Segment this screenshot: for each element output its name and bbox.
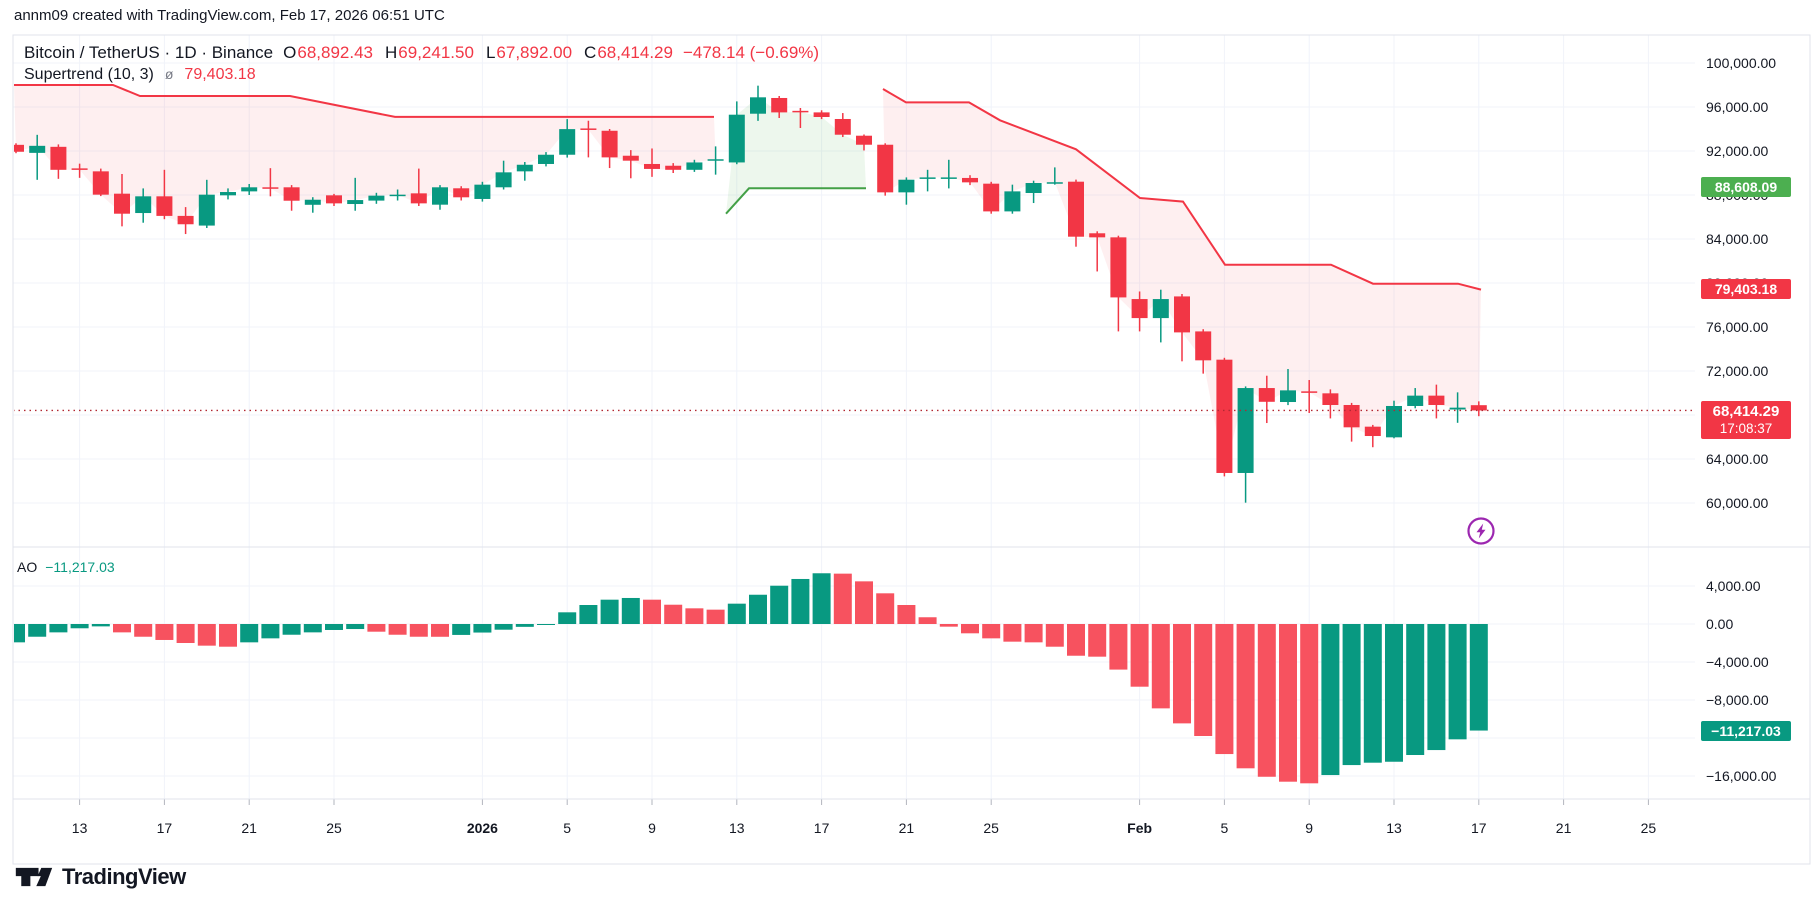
supertrend-price-badge: 79,403.18 — [1701, 278, 1791, 299]
time-axis-label: 5 — [563, 820, 572, 836]
price-axis-label: 72,000.00 — [1706, 363, 1769, 379]
ao-axis-label: 4,000.00 — [1706, 578, 1761, 594]
ao-axis-label: 0.00 — [1706, 616, 1734, 632]
time-axis-label: Feb — [1127, 820, 1153, 836]
price-axis-label: 92,000.00 — [1706, 143, 1769, 159]
price-axis-label: 100,000.00 — [1706, 55, 1777, 71]
ao-value: −11,217.03 — [45, 559, 115, 575]
tradingview-logo[interactable]: TradingView — [14, 862, 186, 892]
ohlc-pair: C 68,414.29 — [584, 43, 673, 62]
symbol-legend-row[interactable]: Bitcoin / TetherUS · 1D · Binance O 68,89… — [24, 43, 819, 63]
change-value: −478.14 (−0.69%) — [682, 43, 820, 62]
supertrend-label: Supertrend (10, 3) — [24, 66, 154, 83]
time-axis-label: 5 — [1220, 820, 1229, 836]
time-axis-label: 2026 — [466, 820, 498, 836]
supertrend-price-badge: 88,608.09 — [1701, 177, 1791, 198]
price-axis-label: 84,000.00 — [1706, 231, 1769, 247]
time-axis-label: 25 — [326, 820, 342, 836]
supertrend-value: 79,403.18 — [184, 66, 256, 83]
ohlc-pair: O 68,892.43 — [283, 43, 374, 62]
tradingview-logo-icon — [15, 867, 53, 887]
time-axis-label: 9 — [648, 820, 656, 836]
ao-axis-label: −4,000.00 — [1706, 654, 1769, 670]
time-axis-label: 17 — [156, 820, 173, 836]
ao-axis-label: −16,000.00 — [1706, 768, 1777, 784]
ohlc-pair: H 69,241.50 — [385, 43, 474, 62]
time-axis-label: 21 — [898, 820, 915, 836]
price-axis-label: 64,000.00 — [1706, 451, 1769, 467]
lightning-icon[interactable] — [1465, 515, 1497, 547]
last-price-badge: 68,414.29 17:08:37 — [1701, 401, 1791, 440]
ao-value-badge: −11,217.03 — [1701, 720, 1791, 741]
time-axis-label: 25 — [1640, 820, 1657, 836]
time-axis-label: 21 — [1555, 820, 1572, 836]
supertrend-legend-row[interactable]: Supertrend (10, 3) ø 79,403.18 — [24, 66, 256, 84]
ohlc-pair: L 67,892.00 — [485, 43, 573, 62]
price-axis-label: 96,000.00 — [1706, 99, 1769, 115]
ohlc-values: O 68,892.43 H 69,241.50 L 67,892.00 C 68,414.29 — [283, 43, 673, 63]
time-axis-label: 17 — [813, 820, 830, 836]
ao-legend-row[interactable]: AO −11,217.03 — [17, 559, 115, 575]
ao-label: AO — [17, 559, 38, 575]
time-axis-label: 13 — [1386, 820, 1402, 836]
time-axis-label: 13 — [71, 820, 88, 836]
snapshot-attribution: annm09 created with TradingView.com, Feb… — [14, 7, 445, 24]
price-axis-label: 76,000.00 — [1706, 319, 1769, 335]
price-axis-label: 60,000.00 — [1706, 495, 1769, 511]
time-axis-label: 13 — [729, 820, 745, 836]
time-axis-label: 21 — [241, 820, 257, 836]
symbol-title: Bitcoin / TetherUS · 1D · Binance — [24, 43, 274, 62]
time-axis-label: 17 — [1471, 820, 1487, 836]
ao-axis-label: −8,000.00 — [1706, 692, 1769, 708]
indicator-status-icon[interactable]: ø — [164, 66, 174, 82]
time-axis-label: 25 — [983, 820, 999, 836]
tradingview-logo-text: TradingView — [62, 864, 186, 889]
time-axis-label: 9 — [1305, 820, 1314, 836]
